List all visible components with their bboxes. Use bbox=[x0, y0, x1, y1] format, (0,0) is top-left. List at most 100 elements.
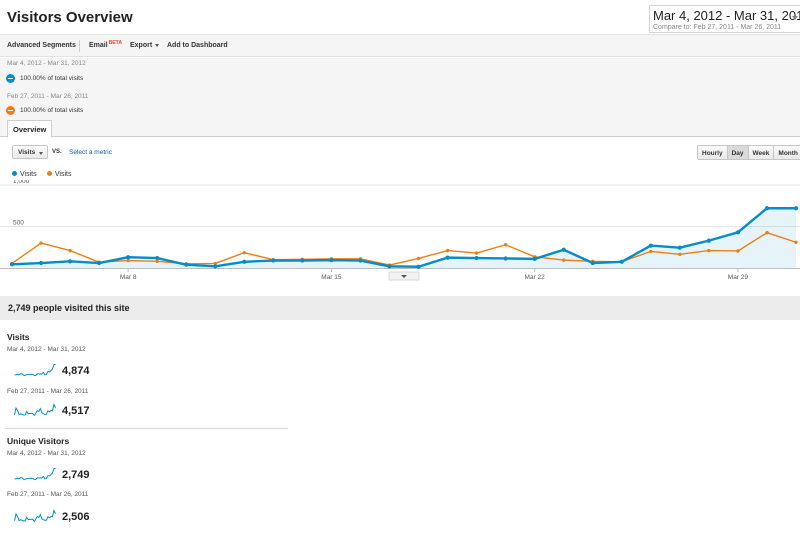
advanced-segments-button[interactable]: Advanced Segments bbox=[7, 42, 76, 49]
select-metric-link[interactable]: Select a metric bbox=[69, 149, 112, 156]
segment-label: 100.00% of total visits bbox=[20, 75, 84, 82]
metric-title-visits: Visits bbox=[7, 332, 30, 342]
metric-date: Mar 4, 2012 - Mar 31, 2012 bbox=[7, 450, 86, 457]
data-point bbox=[213, 261, 217, 266]
legend-dot-icon bbox=[46, 171, 52, 176]
toolbar-divider bbox=[79, 40, 80, 52]
data-point bbox=[242, 250, 246, 255]
data-point bbox=[155, 259, 159, 264]
metric-date: Feb 27, 2011 - Mar 26, 2011 bbox=[7, 491, 89, 498]
data-point bbox=[213, 264, 218, 269]
segments-panel: Mar 4, 2012 - Mar 31, 2012 100.00% of to… bbox=[0, 58, 800, 120]
data-point bbox=[561, 247, 566, 252]
legend-label: Visits bbox=[20, 171, 37, 178]
series-line bbox=[11, 207, 796, 268]
metric-date: Feb 27, 2011 - Mar 26, 2011 bbox=[7, 388, 89, 395]
data-point bbox=[9, 262, 15, 267]
sparkline-chart bbox=[14, 509, 56, 523]
metric-title-unique-visitors: Unique Visitors bbox=[7, 436, 70, 446]
metric-value: 4,517 bbox=[62, 405, 90, 417]
segment-color-icon bbox=[6, 106, 15, 115]
data-point bbox=[126, 255, 131, 260]
data-point bbox=[474, 251, 479, 255]
data-point bbox=[300, 258, 305, 263]
chevron-down-icon[interactable] bbox=[792, 16, 798, 20]
data-point bbox=[764, 206, 770, 211]
data-point bbox=[358, 258, 363, 263]
data-point bbox=[68, 248, 72, 253]
granularity-hourly-button[interactable]: Hourly bbox=[697, 145, 728, 160]
data-point bbox=[67, 259, 73, 264]
metric-dropdown-label: Visits bbox=[18, 149, 36, 156]
data-point bbox=[155, 255, 160, 261]
visits-line-chart[interactable]: 1,000 500 Mar 8 Mar 15 Mar 22 Mar 29 bbox=[0, 180, 800, 288]
x-tick-label: Mar 29 bbox=[728, 274, 749, 281]
segment-date: Mar 4, 2012 - Mar 31, 2012 bbox=[7, 60, 86, 67]
x-tick-label: Mar 22 bbox=[525, 274, 546, 281]
data-point bbox=[590, 260, 595, 266]
chart-legend: Visits Visits bbox=[12, 169, 79, 179]
data-point bbox=[416, 256, 421, 261]
x-tick-label: Mar 8 bbox=[120, 274, 137, 281]
data-point bbox=[532, 256, 537, 261]
data-point bbox=[562, 258, 566, 262]
segment-date: Feb 27, 2011 - Mar 26, 2011 bbox=[7, 93, 89, 100]
data-point bbox=[474, 255, 479, 261]
metric-divider bbox=[5, 428, 288, 429]
sparkline-line bbox=[14, 509, 56, 523]
legend-item[interactable]: Visits bbox=[12, 171, 37, 178]
granularity-week-button[interactable]: Week bbox=[747, 145, 775, 160]
export-button[interactable]: Export bbox=[130, 42, 160, 49]
x-tick-label: Mar 15 bbox=[321, 274, 342, 281]
data-point bbox=[794, 240, 798, 244]
data-point bbox=[126, 258, 130, 263]
compare-range: Feb 27, 2011 - Mar 26, 2011 bbox=[693, 24, 782, 31]
data-point bbox=[242, 259, 247, 264]
data-point bbox=[445, 248, 450, 253]
metric-value: 2,506 bbox=[62, 511, 90, 523]
metric-value: 2,749 bbox=[62, 469, 90, 481]
sparkline-line bbox=[14, 364, 56, 377]
series-line bbox=[11, 232, 797, 266]
data-point bbox=[445, 255, 450, 260]
data-point bbox=[619, 259, 624, 264]
compare-range-label: Compare to: Feb 27, 2011 - Mar 26, 2011 bbox=[653, 24, 781, 31]
metric-value: 4,874 bbox=[62, 365, 90, 377]
granularity-day-button[interactable]: Day bbox=[726, 145, 749, 160]
sparkline-chart bbox=[14, 403, 56, 417]
page-title: Visitors Overview bbox=[7, 9, 133, 26]
summary-bar: 2,749 people visited this site bbox=[0, 296, 800, 320]
date-range-picker[interactable]: Mar 4, 2012 - Mar 31, 2012 Compare to: F… bbox=[649, 5, 800, 33]
data-point bbox=[736, 249, 740, 253]
data-point bbox=[735, 230, 741, 235]
data-point bbox=[416, 264, 421, 269]
chevron-down-icon bbox=[401, 275, 407, 278]
data-point bbox=[39, 241, 43, 245]
segment-color-icon bbox=[6, 74, 15, 83]
legend-item[interactable]: Visits bbox=[46, 171, 71, 178]
title-row: Visitors Overview Mar 4, 2012 - Mar 31, … bbox=[0, 0, 800, 33]
beta-badge: BETA bbox=[108, 40, 122, 46]
email-button[interactable]: EmailBETA bbox=[89, 40, 122, 49]
data-point bbox=[648, 243, 653, 248]
sparkline-chart bbox=[14, 364, 56, 377]
metric-date: Mar 4, 2012 - Mar 31, 2012 bbox=[7, 346, 86, 353]
data-point bbox=[503, 256, 508, 261]
data-point bbox=[706, 238, 711, 243]
report-toolbar: Advanced Segments EmailBETA Export Add t… bbox=[0, 34, 800, 57]
metric-dropdown[interactable]: Visits bbox=[12, 145, 48, 159]
email-label: Email bbox=[89, 42, 108, 49]
caret-down-icon bbox=[155, 43, 160, 47]
tab-overview[interactable]: Overview bbox=[7, 120, 53, 138]
sparkline-line bbox=[14, 403, 56, 417]
data-point bbox=[503, 243, 508, 247]
sparkline-line bbox=[14, 468, 56, 481]
vs-label: VS. bbox=[52, 149, 62, 155]
granularity-month-button[interactable]: Month bbox=[773, 145, 800, 160]
granularity-toggle: Hourly Day Week Month bbox=[697, 145, 800, 160]
data-point bbox=[793, 206, 799, 211]
add-to-dashboard-button[interactable]: Add to Dashboard bbox=[167, 42, 228, 49]
caret-down-icon bbox=[39, 152, 43, 155]
summary-headline: 2,749 people visited this site bbox=[8, 303, 130, 313]
data-point bbox=[765, 231, 769, 235]
